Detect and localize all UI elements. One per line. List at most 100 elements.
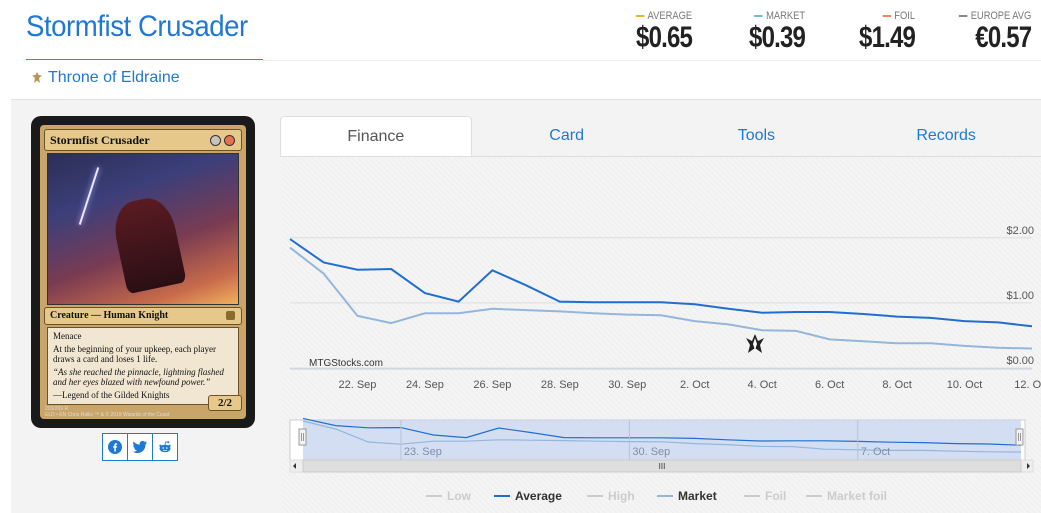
series-line-average[interactable] (289, 238, 1033, 328)
navigator-tick-label: 30. Sep (632, 446, 670, 458)
header-divider (263, 60, 1041, 61)
price-foil: FOIL $1.49 (845, 10, 916, 54)
tab-records[interactable]: Records (916, 127, 976, 144)
price-foil-value: $1.49 (858, 21, 916, 54)
x-tick-label: 28. Sep (541, 379, 579, 391)
card-image[interactable]: Stormfist Crusader Creature — Human Knig… (31, 116, 255, 428)
mtgstocks-logo-icon (746, 334, 764, 353)
series-line-market[interactable] (289, 246, 1033, 350)
scroll-right-arrow-icon[interactable] (1027, 463, 1030, 469)
card-copyright: ™ & © 2019 Wizards of the Coast (94, 412, 170, 418)
europe-swatch (958, 15, 967, 17)
legend-label: Market foil (827, 489, 887, 503)
y-tick-label: $0.00 (1006, 355, 1034, 367)
x-tick-label: 2. Oct (680, 379, 709, 391)
legend-item-average[interactable]: Average (494, 489, 562, 503)
price-market: MARKET $0.39 (735, 10, 806, 54)
set-link[interactable]: Throne of Eldraine (30, 69, 180, 87)
facebook-icon (108, 440, 122, 454)
card-footer: 203/269 R ELD • EN Chris Rallis ™ & © 20… (45, 406, 169, 418)
legend-item-high[interactable]: High (587, 489, 635, 503)
card-frame: Stormfist Crusader Creature — Human Knig… (40, 125, 246, 419)
legend-label: Average (515, 489, 562, 503)
x-tick-label: 4. Oct (748, 379, 777, 391)
scrollbar-thumb[interactable] (302, 459, 1022, 473)
tab-card[interactable]: Card (549, 127, 584, 144)
card-art (47, 153, 239, 305)
navigator-series-market (302, 420, 1022, 453)
legend-label: Foil (765, 489, 786, 503)
price-europe-label: EUROPE AVG (970, 10, 1031, 22)
navigator-series-average (302, 417, 1022, 446)
legend-item-foil[interactable]: Foil (744, 489, 786, 503)
navigator-tick-label: 7. Oct (861, 446, 890, 458)
price-average-label: AVERAGE (647, 10, 692, 22)
twitter-share-button[interactable] (127, 433, 153, 461)
navigator-left-handle[interactable] (298, 428, 307, 446)
card-flavor-attribution: —Legend of the Gilded Knights (53, 390, 170, 400)
x-tick-label: 8. Oct (882, 379, 911, 391)
card-artist: Chris Rallis (67, 412, 93, 418)
card-flavor: “As she reached the pinnacle, lightning … (53, 367, 224, 387)
x-tick-label: 10. Oct (947, 379, 982, 391)
x-tick-label: 24. Sep (406, 379, 444, 391)
legend-item-market[interactable]: Market (657, 489, 717, 503)
price-foil-label: FOIL (894, 10, 915, 22)
price-europe-value: €0.57 (974, 21, 1032, 54)
detail-tabs: Finance Card Tools Records (280, 116, 1041, 157)
legend-label: Low (447, 489, 472, 503)
chart-watermark: MTGStocks.com (309, 358, 383, 369)
reddit-icon (159, 441, 171, 453)
card-type-line: Creature — Human Knight (44, 307, 242, 325)
black-mana-icon (210, 135, 221, 146)
price-average: AVERAGE $0.65 (622, 10, 693, 54)
twitter-icon (133, 441, 147, 453)
legend-label: High (608, 489, 635, 503)
average-swatch (635, 15, 645, 17)
reddit-share-button[interactable] (152, 433, 178, 461)
x-tick-label: 12. Oct (1014, 379, 1041, 391)
share-buttons (102, 433, 178, 461)
foil-swatch (882, 15, 891, 17)
price-chart-area: $0.00 $1.00 $2.00 22. Sep 24. Sep 26. Sep 28. … (282, 158, 1041, 513)
price-market-label: MARKET (766, 10, 805, 22)
y-tick-label: $2.00 (1006, 225, 1034, 237)
legend-item-low[interactable]: Low (426, 489, 472, 503)
scrollbar-grip-icon: III (659, 462, 666, 471)
navigator-tick-label: 23. Sep (404, 446, 442, 458)
x-tick-label: 30. Sep (608, 379, 646, 391)
card-collector: 203/269 R (45, 406, 69, 412)
x-tick-label: 22. Sep (338, 379, 376, 391)
card-ability: At the beginning of your upkeep, each pl… (53, 344, 216, 364)
lightning-bolt-art (78, 167, 100, 225)
card-set-line: ELD • EN (45, 412, 67, 418)
tab-finance[interactable]: Finance (280, 116, 472, 156)
scroll-left-arrow-icon[interactable] (293, 463, 296, 469)
card-type-text: Creature — Human Knight (50, 310, 169, 321)
navigator-selection[interactable] (303, 420, 1021, 462)
price-europe: EUROPE AVG €0.57 (946, 10, 1032, 54)
card-name: Stormfist Crusader (50, 133, 150, 147)
tab-tools[interactable]: Tools (737, 127, 776, 144)
knight-figure-art (109, 193, 187, 295)
legend-label: Market (678, 489, 717, 503)
title-underline (26, 59, 263, 60)
x-tick-label: 6. Oct (815, 379, 844, 391)
card-name-bar: Stormfist Crusader (44, 129, 242, 151)
legend-item-market-foil[interactable]: Market foil (806, 489, 887, 503)
price-market-value: $0.39 (748, 21, 806, 54)
card-set-symbol-icon (226, 311, 235, 320)
page-title: Stormfist Crusader (26, 10, 248, 43)
market-swatch (754, 15, 763, 17)
set-name: Throne of Eldraine (48, 69, 180, 86)
price-average-value: $0.65 (635, 21, 693, 54)
price-chart[interactable]: $0.00 $1.00 $2.00 22. Sep 24. Sep 26. Sep 28. … (282, 158, 1041, 513)
card-keyword: Menace (53, 331, 82, 341)
x-tick-label: 26. Sep (473, 379, 511, 391)
card-text-box: Menace At the beginning of your upkeep, … (47, 327, 239, 405)
y-tick-label: $1.00 (1006, 290, 1034, 302)
facebook-share-button[interactable] (102, 433, 128, 461)
navigator-right-handle[interactable] (1015, 428, 1024, 446)
card-power-toughness: 2/2 (208, 395, 242, 411)
red-mana-icon (224, 135, 235, 146)
